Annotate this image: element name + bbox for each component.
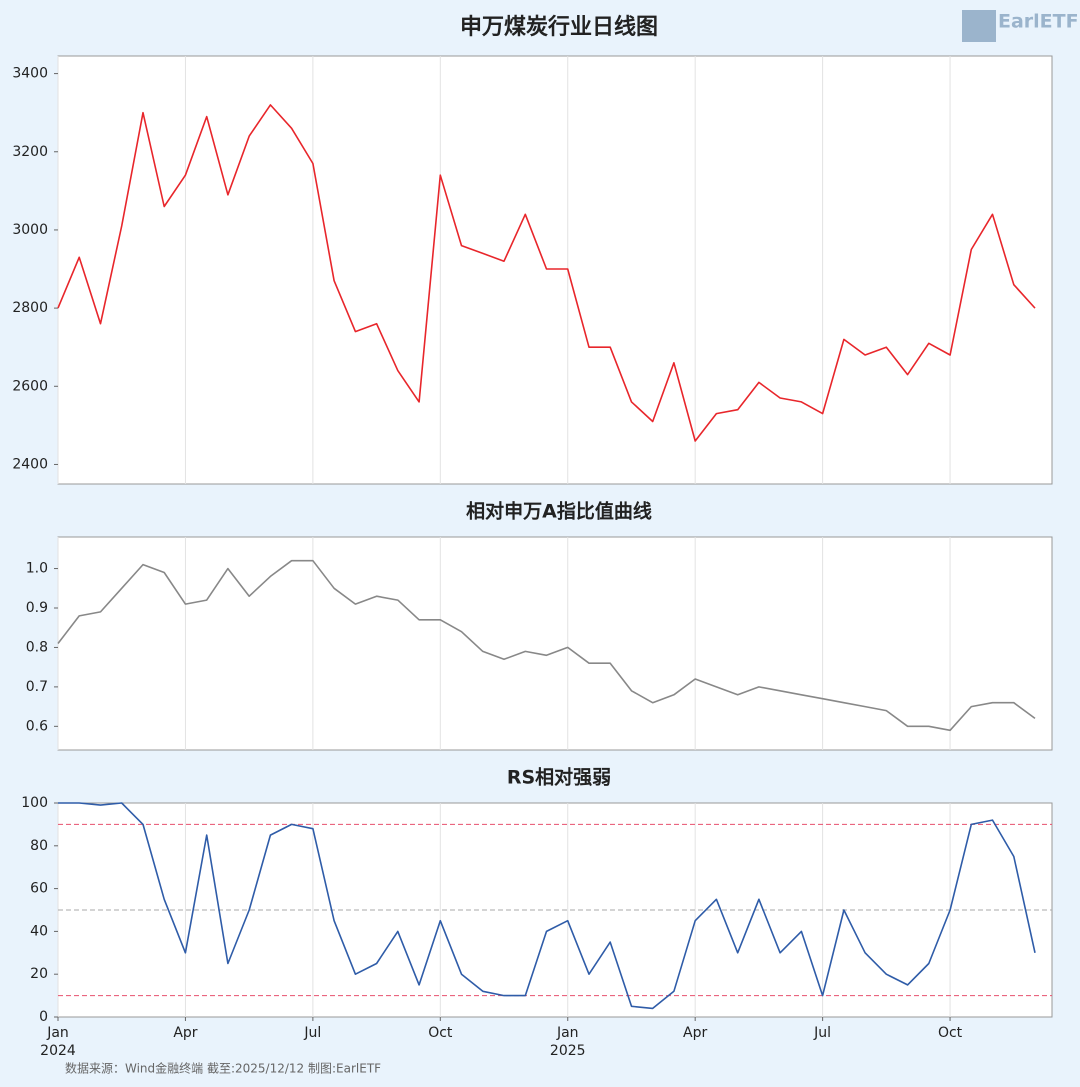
- y-tick-label: 0.8: [26, 639, 48, 655]
- y-tick-label: 2600: [12, 378, 48, 394]
- x-tick-label: Apr: [683, 1025, 707, 1041]
- y-tick-label: 2800: [12, 300, 48, 316]
- y-tick-label: 1.0: [26, 561, 48, 577]
- y-tick-label: 0: [39, 1009, 48, 1025]
- y-tick-label: 60: [30, 881, 48, 897]
- x-tick-label: Oct: [938, 1025, 963, 1041]
- panel-title: 申万煤炭行业日线图: [460, 14, 658, 40]
- plot-area: [57, 536, 1053, 751]
- x-tick-label: Oct: [428, 1025, 453, 1041]
- y-tick-label: 2400: [12, 456, 48, 472]
- y-tick-label: 80: [30, 838, 48, 854]
- x-tick-label-line: 2025: [550, 1043, 586, 1059]
- y-tick-label: 3400: [12, 66, 48, 82]
- y-tick-label: 0.6: [26, 718, 48, 734]
- y-tick-label: 100: [21, 795, 48, 811]
- x-tick-label: Jul: [303, 1025, 321, 1041]
- y-tick-label: 0.7: [26, 679, 48, 695]
- y-tick-label: 3000: [12, 222, 48, 238]
- y-tick-label: 20: [30, 966, 48, 982]
- x-tick-label: Jan 2025: [550, 1025, 586, 1059]
- x-tick-label-line: 2024: [40, 1043, 76, 1059]
- x-tick-label: Jan 2024: [40, 1025, 76, 1059]
- y-tick-label: 3200: [12, 144, 48, 160]
- x-tick-label-line: Jan: [46, 1025, 69, 1041]
- source-note: 数据来源：Wind金融终端 截至:2025/12/12 制图:EarlETF: [65, 1061, 381, 1076]
- x-tick-label: Jul: [813, 1025, 831, 1041]
- data-line: [58, 802, 1036, 1010]
- data-line: [57, 104, 1036, 442]
- panel-title: RS相对强弱: [507, 766, 611, 789]
- x-tick-label: Apr: [173, 1025, 197, 1041]
- plot-area: [57, 55, 1053, 485]
- logo: EarlETF: [998, 11, 1079, 33]
- logo-icon: [962, 10, 996, 42]
- y-tick-label: 40: [30, 923, 48, 939]
- panel-title: 相对申万A指比值曲线: [466, 500, 652, 523]
- y-tick-label: 0.9: [26, 600, 48, 616]
- data-line: [57, 559, 1036, 732]
- x-tick-label-line: Jan: [556, 1025, 579, 1041]
